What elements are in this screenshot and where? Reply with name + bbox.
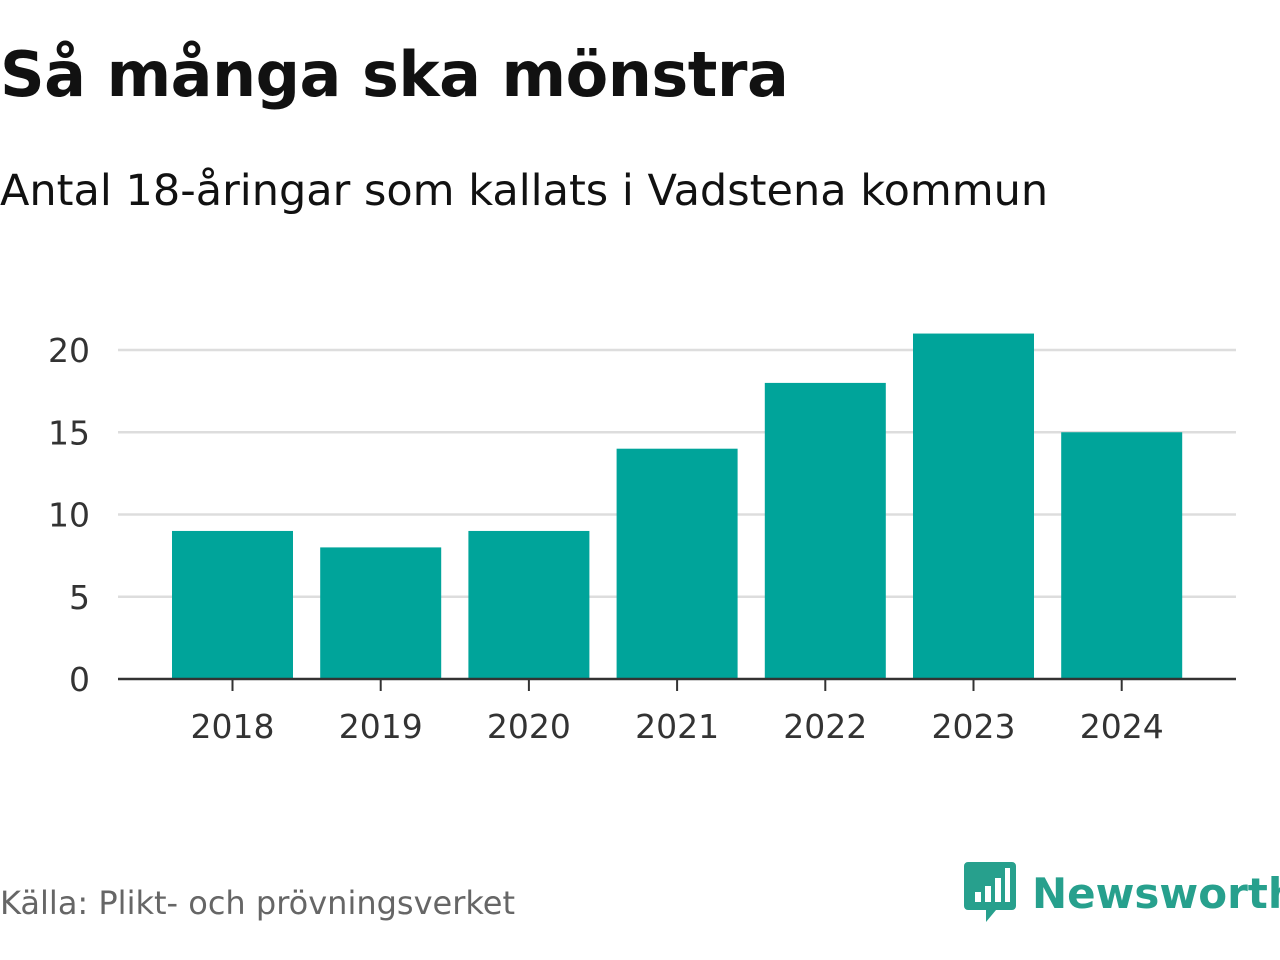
- x-tick-label: 2019: [339, 707, 423, 746]
- x-axis-ticks: 2018 2019 2020 2021 2022 2023 2024: [191, 679, 1164, 746]
- bar-chart: 0 5 10 15 20 2018 2019 2020 2021 2022 2023 2024: [48, 331, 1236, 746]
- x-tick-label: 2022: [783, 707, 867, 746]
- x-tick-label: 2023: [932, 707, 1016, 746]
- chart-title: Så många ska mönstra: [0, 38, 789, 111]
- bar-2024: [1061, 432, 1183, 679]
- y-tick-label: 0: [69, 660, 90, 699]
- source-note: Källa: Plikt- och prövningsverket: [0, 884, 515, 922]
- y-tick-label: 20: [48, 331, 90, 370]
- x-tick-label: 2021: [635, 707, 719, 746]
- x-tick-label: 2020: [487, 707, 571, 746]
- bar-2018: [172, 530, 293, 679]
- x-tick-label: 2018: [191, 707, 275, 746]
- brand-name: Newsworthy: [1032, 868, 1280, 918]
- bar-2019: [320, 547, 442, 679]
- y-axis-ticks: 0 5 10 15 20: [48, 331, 90, 699]
- y-tick-label: 15: [48, 413, 90, 452]
- y-tick-label: 5: [69, 578, 90, 617]
- chart-subtitle: Antal 18-åringar som kallats i Vadstena …: [0, 166, 1049, 216]
- newsworthy-logo: Newsworthy: [964, 862, 1280, 924]
- bar-chart-speech-bubble-icon: [964, 862, 1016, 922]
- bars: [172, 333, 1183, 679]
- x-tick-label: 2024: [1080, 707, 1164, 746]
- y-tick-label: 10: [48, 496, 90, 535]
- bar-2022: [764, 382, 886, 679]
- bar-2021: [616, 448, 738, 679]
- bar-2023: [913, 333, 1034, 679]
- bar-2020: [468, 530, 590, 679]
